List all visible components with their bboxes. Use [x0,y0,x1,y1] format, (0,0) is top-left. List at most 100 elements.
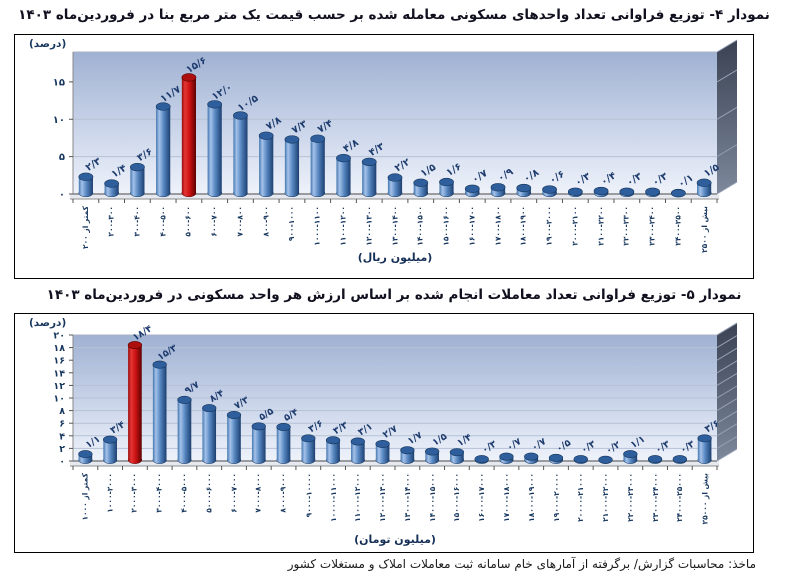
x-category-label: ۳۰۰۰-۴۰۰۰ [154,473,164,513]
y-tick-label: ۱۰ [53,115,65,126]
x-category-label: ۱۹۰۰-۲۰۰۰ [544,206,554,246]
bar [696,178,712,198]
x-category-label: ۶۰۰۰-۷۰۰۰ [229,473,239,513]
bar [226,411,242,464]
x-category-label: ۱۶۰۰۰-۱۷۰۰۰ [477,473,487,522]
x-category-label: ۱۷۰۰-۱۸۰۰ [493,206,503,246]
bar [152,360,167,464]
x-category-label: ۹۰۰۰-۱۰۰۰۰ [304,473,314,518]
chart4-frame: (درصد) (میلیون ریال) ۰ ۵ ۱۰ ۱۵ ۲/۳ ۱/۴ ۳/۶ ۱۱/۷… [14,34,754,279]
chart5-percent-axis-label: (درصد) [29,317,67,329]
bar [350,437,365,464]
x-category-label: ۲۲۰۰-۲۳۰۰ [622,206,632,246]
bar [645,187,660,198]
y-tick-label: ۴ [59,431,65,442]
bar [573,455,588,464]
x-category-label: ۶۰۰-۷۰۰ [209,206,219,237]
x-category-label: ۱۲۰۰-۱۳۰۰ [364,206,374,246]
y-tick-label: ۱۸ [53,343,65,354]
y-tick-label: ۱۰ [53,394,65,405]
bar [548,453,564,464]
bar [130,162,145,198]
wall-gridline [716,410,738,424]
bar [647,455,663,464]
bar [387,173,403,198]
wall-gridline [716,398,738,412]
x-category-label: کمتر از ۲۰۰ [81,206,91,249]
x-category-label: ۴۰۰۰-۵۰۰۰ [179,473,189,513]
x-category-label: ۲۱۰۰۰-۲۲۰۰۰ [600,473,610,522]
y-tick-label: ۱۵ [53,77,65,88]
wall-top-edge [716,322,738,336]
bar [400,446,415,464]
bar [177,395,192,464]
wall-gridline [716,106,738,120]
bar [499,452,514,464]
x-category-label: ۲۲۰۰۰-۲۳۰۰۰ [625,473,635,522]
bar [78,172,94,198]
highlighted-bar [181,73,197,198]
wall-gridline [716,144,738,158]
x-category-label: ۲۳۰۰۰-۲۴۰۰۰ [650,473,660,522]
bar [542,185,557,198]
x-category-label: ۲۴۰۰۰-۲۵۰۰۰ [675,473,685,522]
x-category-label: بیش از ۲۵۰۰ [699,206,709,253]
y-tick-label: ۱۴ [53,368,65,379]
x-category-label: ۹۰۰-۱۰۰۰ [287,206,297,242]
bar [474,455,489,464]
x-category-label: ۲۰۰۰-۲۱۰۰ [570,206,580,246]
bar [464,184,480,198]
x-category-label: ۳۰۰-۴۰۰ [132,206,142,237]
x-category-label: ۱۳۰۰-۱۴۰۰ [390,206,400,246]
highlighted-bar [127,341,143,464]
x-category-label: ۱۰۰۰۰-۱۱۰۰۰ [328,473,338,522]
y-tick-label: ۵ [59,152,65,163]
x-category-label: ۱۵۰۰-۱۶۰۰ [441,206,451,246]
bar [284,135,300,198]
chart4-unit-axis-label: (میلیون ریال) [357,251,433,264]
x-category-label: ۱۴۰۰۰-۱۵۰۰۰ [427,473,437,522]
bar [375,440,390,464]
x-category-label: ۱۶۰۰-۱۷۰۰ [467,206,477,246]
bar [623,450,638,464]
x-category-label: ۱۹۰۰۰-۲۰۰۰۰ [551,473,561,522]
wall-gridline [716,423,738,437]
bar [361,157,377,198]
bar [449,448,465,464]
chart5-unit-axis-label: (میلیون تومان) [354,533,436,546]
chart5-frame: (درصد) (میلیون تومان) ۰ ۲ ۴ ۶ ۸ ۱۰ ۱۲ ۱۴ ۱۶ ۱۸ ۲۰ ۱… [14,313,754,553]
bar [619,187,635,198]
bar [258,131,274,198]
wall-gridline [716,69,738,83]
bar [524,452,539,464]
wall-gridline [716,435,738,449]
wall-gridline [716,360,738,374]
chart5-title: نمودار ۵- توزیع فراوانی تعداد معاملات ان… [46,287,742,303]
bar [78,450,93,464]
bar [567,187,583,198]
y-tick-label: ۱۶ [53,356,65,367]
x-category-label: ۷۰۰-۸۰۰ [235,206,245,237]
x-category-label: ۷۰۰۰-۸۰۰۰ [254,473,263,513]
x-category-label: ۱۸۰۰۰-۱۹۰۰۰ [526,473,536,522]
wall-gridline [716,347,738,361]
bar [697,434,712,464]
wall-gridline [716,385,738,399]
x-category-label: ۱۳۰۰۰-۱۴۰۰۰ [402,473,412,522]
x-category-label: ۲۳۰۰-۲۴۰۰ [647,206,657,246]
x-category-label: ۲۰۰-۳۰۰ [106,206,116,237]
floor-strip [70,461,719,466]
x-category-label: ۵۰۰۰-۶۰۰۰ [204,473,214,513]
x-category-label: ۱۰۰۰-۱۱۰۰ [312,206,322,246]
bar [202,404,217,464]
wall-gridline [716,448,738,462]
x-category-label: ۵۰۰-۶۰۰ [184,206,193,237]
y-tick-label: ۲۰ [53,331,65,342]
bar [301,434,316,464]
y-tick-label: ۱۲ [53,381,65,392]
bar [310,134,326,198]
x-category-label: ۱۲۰۰۰-۱۳۰۰۰ [378,473,387,522]
